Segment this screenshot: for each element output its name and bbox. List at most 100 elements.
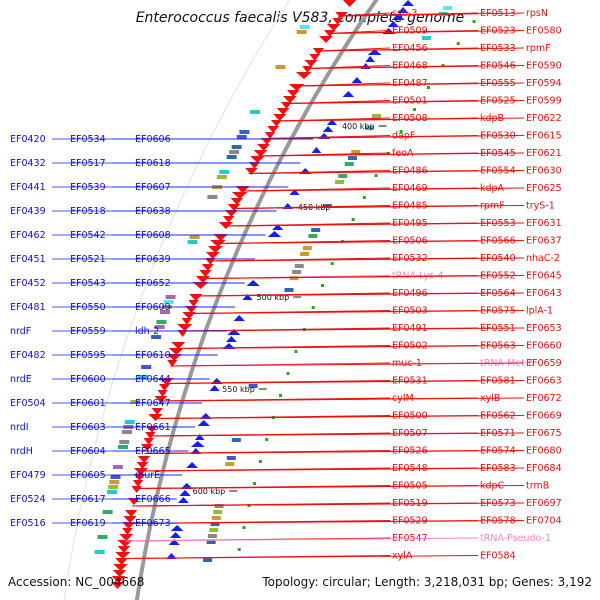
reverse-gene-arrow (289, 189, 300, 195)
scale-tick-label: 600 kbp (193, 487, 226, 496)
forward-gene-arrow (207, 246, 223, 253)
forward-gene-label: EF0645 (526, 271, 562, 282)
reverse-gene-arrow (209, 385, 220, 391)
feature-marker (330, 262, 334, 265)
cog-block (231, 438, 241, 442)
forward-gene-arrow (124, 510, 138, 517)
reverse-gene-label: EF0518 (70, 206, 106, 217)
forward-label-leader (201, 275, 525, 279)
forward-gene-label: trmB (526, 481, 549, 492)
forward-gene-arrow (151, 408, 163, 415)
cog-block (216, 175, 227, 179)
feature-marker (294, 350, 298, 353)
reverse-gene-label: EF0595 (70, 350, 106, 361)
reverse-gene-label: EF0665 (135, 446, 171, 457)
forward-gene-arrow (312, 48, 325, 55)
cog-block (300, 252, 310, 256)
forward-gene-arrow (177, 330, 188, 337)
scale-tick-label: 400 kbp (342, 122, 375, 131)
forward-gene-arrow (117, 540, 133, 547)
forward-label-leader (149, 432, 525, 437)
cog-block (210, 522, 220, 526)
forward-label-leader (128, 520, 525, 524)
cog-block (311, 228, 321, 232)
forward-gene-arrow (342, 0, 357, 7)
forward-gene-arrow (158, 378, 174, 385)
forward-gene-arrow (282, 96, 297, 103)
reverse-gene-label: EF0604 (70, 446, 106, 457)
forward-gene-arrow (264, 132, 276, 139)
feature-marker (362, 196, 366, 199)
reverse-gene-label: EF0661 (135, 422, 171, 433)
cog-block (229, 150, 240, 154)
cog-block (347, 156, 357, 160)
forward-gene-label: EF0680 (526, 446, 562, 457)
forward-gene-label: rpsN (526, 8, 548, 19)
cog-block (231, 145, 242, 149)
forward-gene-arrow (287, 90, 300, 97)
forward-label-leader (154, 415, 525, 419)
forward-gene-arrow (136, 462, 149, 469)
reverse-gene-label: EF0610 (135, 350, 171, 361)
map-title: Enterococcus faecalis V583, complete gen… (135, 10, 465, 26)
cog-block (226, 155, 237, 159)
forward-label-leader (305, 65, 525, 69)
forward-gene-label: EF0663 (526, 376, 562, 387)
forward-label-leader (232, 205, 525, 209)
forward-gene-arrow (181, 318, 193, 325)
forward-gene-label: EF0659 (526, 358, 562, 369)
cog-block (214, 504, 224, 508)
forward-gene-arrow (127, 498, 140, 505)
reverse-gene-label: EF0539 (70, 182, 106, 193)
reverse-gene-label: nrdF (10, 326, 31, 337)
reverse-gene-label: EF0516 (10, 518, 46, 529)
cog-block (207, 195, 218, 199)
forward-gene-arrow (288, 84, 305, 91)
reverse-gene-arrow (233, 315, 245, 321)
reverse-gene-label: EF0618 (135, 158, 171, 169)
forward-label-leader (136, 485, 525, 489)
forward-gene-label: EF0637 (526, 236, 562, 247)
cog-block (112, 465, 123, 469)
forward-gene-arrow (249, 162, 260, 169)
forward-gene-arrow (227, 204, 241, 211)
reverse-gene-label: EF0534 (70, 134, 106, 145)
forward-gene-label: EF0468 (392, 61, 428, 72)
forward-gene-arrow (140, 444, 154, 451)
reverse-gene-label: EF0607 (135, 182, 171, 193)
cog-block (239, 130, 250, 134)
reverse-gene-label: EF0605 (70, 470, 106, 481)
reverse-gene-arrow (177, 497, 189, 503)
cog-block (96, 540, 107, 544)
forward-gene-arrow (304, 60, 318, 67)
reverse-gene-label: EF0543 (70, 278, 106, 289)
forward-gene-label: EF0590 (526, 61, 562, 72)
forward-gene-label: EF0669 (526, 411, 562, 422)
cog-block (213, 510, 223, 514)
cog-block (119, 440, 130, 444)
forward-gene-arrow (222, 216, 235, 223)
reverse-gene-label: EF0452 (10, 278, 46, 289)
reverse-gene-arrow (397, 7, 409, 13)
cog-block (351, 150, 361, 154)
forward-gene-arrow (319, 36, 333, 43)
cog-block (107, 490, 118, 494)
forward-gene-arrow (224, 210, 238, 217)
cog-block (156, 320, 167, 324)
forward-label-leader (266, 135, 525, 139)
reverse-gene-label: EF0482 (10, 350, 46, 361)
reverse-gene-label: EF0666 (135, 494, 171, 505)
feature-marker (286, 372, 290, 375)
forward-gene-arrow (257, 144, 271, 151)
forward-gene-arrow (201, 264, 214, 271)
cog-block (375, 108, 385, 112)
forward-gene-arrow (199, 270, 212, 277)
reverse-gene-label: nrdH (10, 446, 33, 457)
cog-block (364, 126, 374, 130)
reverse-gene-label: EF0647 (135, 398, 171, 409)
forward-gene-arrow (271, 120, 282, 127)
reverse-gene-arrow (342, 91, 355, 97)
cog-block (189, 235, 200, 239)
reverse-gene-label: EF0638 (135, 206, 171, 217)
cog-block (302, 246, 312, 250)
